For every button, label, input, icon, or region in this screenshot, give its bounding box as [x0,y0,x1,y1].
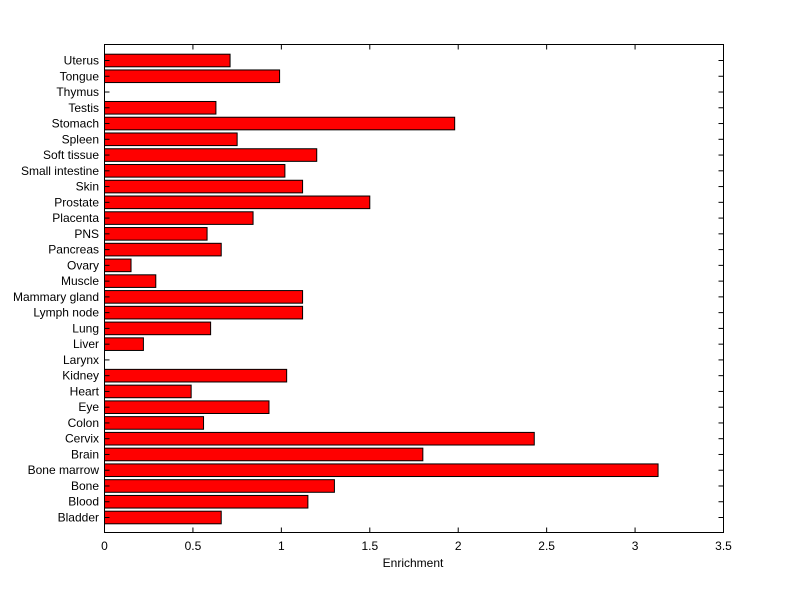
x-tick-label: 2 [455,539,462,553]
bar-spleen [104,132,238,147]
y-tick-label: Eye [78,400,99,414]
bar-cervix [104,431,535,446]
bar-colon [104,416,205,430]
bar-placenta [104,211,254,225]
x-tick-label: 3.5 [715,539,732,553]
y-tick-label: Uterus [64,54,99,68]
bar-lymph-node [104,305,304,320]
y-tick-label: Small intestine [21,164,99,178]
bar-uterus [104,53,231,68]
bar-bladder [104,510,222,525]
y-tick-label: Spleen [62,132,99,146]
bar-skin [104,179,304,194]
y-tick-label: PNS [74,227,99,241]
y-tick-label: Blood [68,495,99,509]
x-tick-label: 1 [278,539,285,553]
y-tick-label: Liver [73,337,99,351]
bar-kidney [104,368,288,383]
y-tick-label: Heart [70,384,100,398]
bar-lung [104,321,212,336]
bar-bone [104,479,335,493]
y-tick-label: Thymus [56,85,99,99]
y-tick-label: Bone [71,479,99,493]
y-tick-label: Lymph node [33,306,99,320]
x-axis-title: Enrichment [383,556,444,570]
y-tick-label: Brain [71,447,99,461]
y-tick-label: Lung [72,321,99,335]
bar-brain [104,447,424,462]
y-tick-label: Kidney [62,369,99,383]
bar-liver [104,337,144,351]
y-tick-label: Placenta [52,211,99,225]
y-tick-label: Prostate [54,195,99,209]
y-tick-label: Soft tissue [43,148,99,162]
bar-heart [104,384,192,399]
bar-small-intestine [104,164,286,178]
y-tick-label: Muscle [61,274,99,288]
bar-blood [104,494,309,509]
bar-bone-marrow [104,463,659,478]
bars-group [104,53,659,525]
y-tick-label: Skin [76,180,99,194]
y-tick-label: Ovary [67,258,99,272]
bar-pancreas [104,242,222,257]
x-tick-label: 3 [632,539,639,553]
y-tick-label: Larynx [63,353,99,367]
plot-area-frame [104,44,724,533]
bar-eye [104,400,270,414]
bar-testis [104,100,217,115]
bar-prostate [104,195,371,210]
y-tick-label: Cervix [65,432,99,446]
y-tick-label: Bladder [58,511,99,525]
x-tick-label: 1.5 [361,539,378,553]
bar-soft-tissue [104,148,318,162]
y-tick-label: Testis [68,101,99,115]
y-tick-label: Pancreas [48,243,99,257]
bar-pns [104,227,208,241]
bar-mammary-gland [104,290,304,304]
y-tick-label: Stomach [52,117,99,131]
bar-stomach [104,116,456,131]
y-tick-label: Bone marrow [28,463,100,477]
bar-muscle [104,274,157,288]
y-tick-label: Colon [68,416,99,430]
x-tick-label: 2.5 [538,539,555,553]
bar-tongue [104,69,281,84]
x-tick-label: 0.5 [185,539,202,553]
x-tick-label: 0 [101,539,108,553]
y-tick-label: Mammary gland [13,290,99,304]
y-tick-label: Tongue [60,69,100,83]
